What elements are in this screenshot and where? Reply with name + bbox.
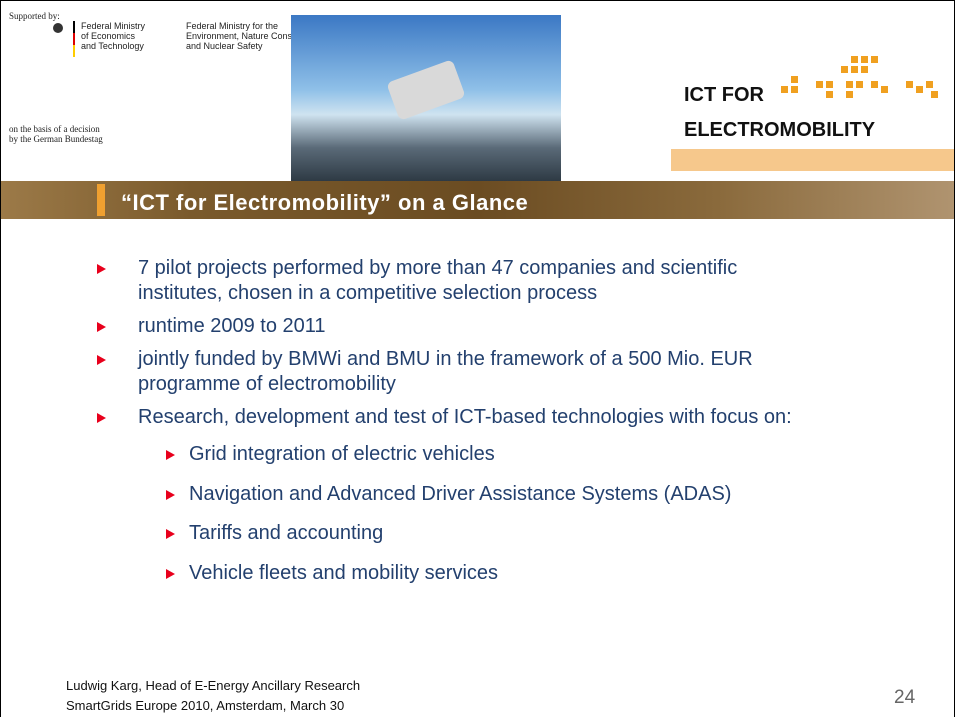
bullet-marker bbox=[97, 355, 106, 365]
logo-pixel bbox=[871, 81, 878, 88]
sub-bullet-text: Grid integration of electric vehicles bbox=[189, 443, 495, 466]
text-line: Federal Ministry bbox=[81, 21, 145, 31]
bullet-text: runtime 2009 to 2011 bbox=[138, 315, 326, 338]
bullet-text: programme of electromobility bbox=[138, 373, 396, 396]
logo-pixel bbox=[861, 66, 868, 73]
bullet-text: 7 pilot projects performed by more than … bbox=[138, 257, 737, 280]
sub-bullet-marker bbox=[166, 569, 175, 579]
text-line: and Technology bbox=[81, 41, 145, 51]
flag-gold bbox=[73, 45, 75, 57]
page-number: 24 bbox=[894, 687, 915, 709]
slide-title: “ICT for Electromobility” on a Glance bbox=[121, 190, 528, 216]
logo-text: ICT FOR bbox=[684, 84, 764, 107]
header-photo bbox=[291, 15, 561, 181]
logo-pixel bbox=[871, 56, 878, 63]
supported-by: Supported by: bbox=[9, 11, 60, 21]
sub-bullet-text: Vehicle fleets and mobility services bbox=[189, 562, 498, 585]
logo-pixel bbox=[826, 91, 833, 98]
logo-pixel bbox=[851, 66, 858, 73]
bullet-text: Research, development and test of ICT-ba… bbox=[138, 406, 792, 429]
logo-pixel bbox=[841, 66, 848, 73]
sub-bullet-text: Navigation and Advanced Driver Assistanc… bbox=[189, 483, 731, 506]
logo-text: ELECTROMOBILITY bbox=[684, 119, 875, 142]
logo-pixel bbox=[851, 56, 858, 63]
bullet-marker bbox=[97, 322, 106, 332]
text-line: on the basis of a decision bbox=[9, 124, 103, 134]
bullet-text: jointly funded by BMWi and BMU in the fr… bbox=[138, 348, 753, 371]
text-line: of Economics bbox=[81, 31, 145, 41]
flag-red bbox=[73, 33, 75, 45]
logo-pixel bbox=[846, 81, 853, 88]
title-accent bbox=[97, 184, 105, 216]
sub-bullet-marker bbox=[166, 450, 175, 460]
footer-line: SmartGrids Europe 2010, Amsterdam, March… bbox=[66, 698, 344, 713]
logo-pixel bbox=[781, 86, 788, 93]
bullet-marker bbox=[97, 264, 106, 274]
slide: Supported by: Federal Ministryof Economi… bbox=[0, 0, 955, 717]
logo-ict-for: ICT FOR bbox=[684, 84, 764, 107]
sub-bullet-marker bbox=[166, 490, 175, 500]
logo-pixel bbox=[791, 76, 798, 83]
text-line: by the German Bundestag bbox=[9, 134, 103, 144]
logo-pixels bbox=[781, 56, 946, 106]
flag-black bbox=[73, 21, 75, 33]
sub-bullet-marker bbox=[166, 529, 175, 539]
logo-pixel bbox=[926, 81, 933, 88]
device bbox=[386, 59, 465, 121]
logo-pixel bbox=[916, 86, 923, 93]
logo-pixel bbox=[826, 81, 833, 88]
orange-stripe bbox=[671, 149, 955, 171]
logo-electromobility: ELECTROMOBILITY bbox=[684, 119, 875, 142]
eagle-icon bbox=[53, 23, 63, 33]
logo-pixel bbox=[881, 86, 888, 93]
footer-line: Ludwig Karg, Head of E-Energy Ancillary … bbox=[66, 678, 360, 693]
logo-pixel bbox=[856, 81, 863, 88]
logo-pixel bbox=[906, 81, 913, 88]
logo-pixel bbox=[846, 91, 853, 98]
logo-pixel bbox=[931, 91, 938, 98]
sub-bullet-text: Tariffs and accounting bbox=[189, 522, 383, 545]
logo-pixel bbox=[861, 56, 868, 63]
logo-pixel bbox=[816, 81, 823, 88]
bullet-text: institutes, chosen in a competitive sele… bbox=[138, 282, 597, 305]
bullet-marker bbox=[97, 413, 106, 423]
logo-pixel bbox=[791, 86, 798, 93]
